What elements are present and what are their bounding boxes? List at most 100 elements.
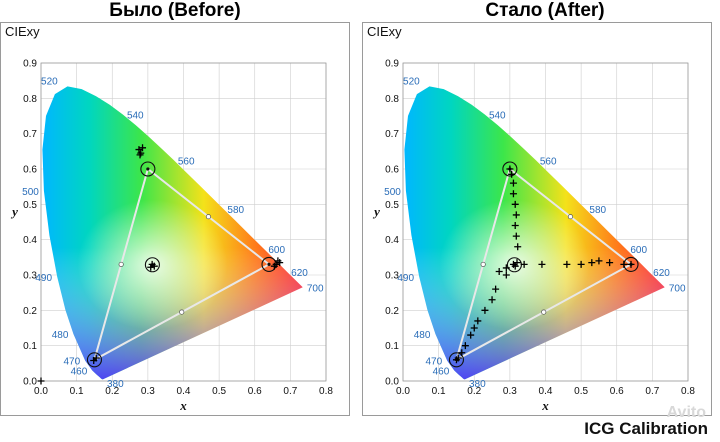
wavelength-label: 620 bbox=[291, 268, 308, 279]
gamut-midpoint bbox=[567, 214, 573, 220]
wavelength-label: 540 bbox=[127, 111, 144, 122]
measured-point bbox=[461, 342, 469, 350]
target-circle bbox=[140, 161, 156, 177]
y-tick-label: 0.5 bbox=[23, 200, 37, 211]
x-tick-label: 0.5 bbox=[574, 386, 588, 397]
measured-point bbox=[511, 200, 519, 208]
wavelength-label: 490 bbox=[397, 273, 414, 284]
measured-point bbox=[502, 271, 510, 279]
gamut-midpoint bbox=[205, 214, 211, 220]
y-tick-label: 0.3 bbox=[23, 271, 37, 282]
wavelength-label: 500 bbox=[384, 187, 401, 198]
measured-point bbox=[513, 259, 521, 267]
x-tick-label: 0.2 bbox=[105, 386, 119, 397]
y-tick-label: 0.7 bbox=[385, 129, 399, 140]
measured-point bbox=[37, 377, 45, 385]
watermark: Avito bbox=[666, 404, 706, 421]
measured-point bbox=[150, 262, 158, 270]
y-tick-label: 0.9 bbox=[23, 59, 37, 70]
measured-point bbox=[512, 211, 520, 219]
x-tick-label: 0.4 bbox=[177, 386, 191, 397]
y-tick-label: 0.0 bbox=[385, 377, 399, 388]
x-tick-label: 0.7 bbox=[283, 386, 297, 397]
measured-point bbox=[520, 260, 528, 268]
target-circle bbox=[502, 161, 518, 177]
panel-label: CIExy bbox=[367, 24, 402, 39]
measured-point bbox=[508, 170, 516, 178]
y-tick-label: 0.5 bbox=[385, 200, 399, 211]
measured-point bbox=[588, 259, 596, 267]
gamut-midpoint bbox=[118, 261, 124, 267]
x-tick-label: 0.6 bbox=[610, 386, 624, 397]
wavelength-label: 540 bbox=[489, 111, 506, 122]
x-tick-label: 0.0 bbox=[34, 386, 48, 397]
wavelength-label: 520 bbox=[403, 76, 420, 87]
measured-point bbox=[495, 267, 503, 275]
target-circle bbox=[448, 352, 464, 368]
x-tick-label: 0.4 bbox=[539, 386, 553, 397]
measured-point bbox=[488, 296, 496, 304]
gamut-midpoint bbox=[179, 309, 185, 315]
target-center bbox=[267, 262, 271, 266]
measured-point bbox=[502, 264, 510, 272]
measured-point bbox=[627, 260, 635, 268]
wavelength-label: 520 bbox=[41, 76, 58, 87]
x-tick-label: 0.6 bbox=[248, 386, 262, 397]
measured-point bbox=[595, 257, 603, 265]
y-tick-label: 0.9 bbox=[385, 59, 399, 70]
y-tick-label: 0.8 bbox=[385, 94, 399, 105]
x-tick-label: 0.2 bbox=[467, 386, 481, 397]
x-tick-label: 0.3 bbox=[503, 386, 517, 397]
wavelength-label: 470 bbox=[425, 357, 442, 368]
target-circle bbox=[86, 352, 102, 368]
heading-before: Было (Before) bbox=[109, 0, 241, 21]
measured-point bbox=[514, 243, 522, 251]
y-tick-label: 0.4 bbox=[385, 235, 399, 246]
measured-point bbox=[492, 285, 500, 293]
measured-point bbox=[509, 179, 517, 187]
x-axis-label: x bbox=[541, 398, 549, 413]
measured-point bbox=[606, 259, 614, 267]
measured-point bbox=[481, 306, 489, 314]
measured-point bbox=[458, 349, 466, 357]
y-tick-label: 0.1 bbox=[23, 341, 37, 352]
wavelength-label: 600 bbox=[630, 245, 647, 256]
measured-point bbox=[506, 165, 514, 173]
wavelength-label: 700 bbox=[669, 283, 686, 294]
x-tick-label: 0.0 bbox=[396, 386, 410, 397]
measured-point bbox=[147, 263, 155, 271]
measured-point bbox=[509, 190, 517, 198]
measured-point bbox=[512, 232, 520, 240]
y-tick-label: 0.6 bbox=[385, 165, 399, 176]
wavelength-label: 480 bbox=[52, 330, 69, 341]
measured-point bbox=[276, 259, 284, 267]
y-tick-label: 0.7 bbox=[23, 129, 37, 140]
y-tick-label: 0.1 bbox=[385, 341, 399, 352]
y-axis-label: y bbox=[10, 204, 18, 219]
measured-point bbox=[511, 262, 519, 270]
wavelength-label: 460 bbox=[433, 366, 450, 377]
panel-label: CIExy bbox=[5, 24, 40, 39]
wavelength-label: 490 bbox=[35, 273, 52, 284]
measured-point bbox=[135, 146, 143, 154]
wavelength-label: 560 bbox=[178, 157, 195, 168]
plot-frame bbox=[402, 62, 689, 382]
y-axis-label: y bbox=[372, 204, 380, 219]
x-tick-label: 0.7 bbox=[645, 386, 659, 397]
measured-point bbox=[563, 260, 571, 268]
wavelength-label: 580 bbox=[227, 205, 244, 216]
plot-frame bbox=[40, 62, 327, 382]
gamut-midpoint bbox=[480, 261, 486, 267]
wavelength-label: 580 bbox=[589, 205, 606, 216]
x-tick-label: 0.1 bbox=[432, 386, 446, 397]
wavelength-label: 380 bbox=[469, 379, 486, 390]
measured-point bbox=[452, 356, 460, 364]
target-circle bbox=[144, 257, 160, 273]
wavelength-label: 600 bbox=[268, 245, 285, 256]
wavelength-label: 470 bbox=[63, 357, 80, 368]
x-tick-label: 0.8 bbox=[319, 386, 333, 397]
wavelength-label: 460 bbox=[71, 366, 88, 377]
wavelength-label: 500 bbox=[22, 187, 39, 198]
